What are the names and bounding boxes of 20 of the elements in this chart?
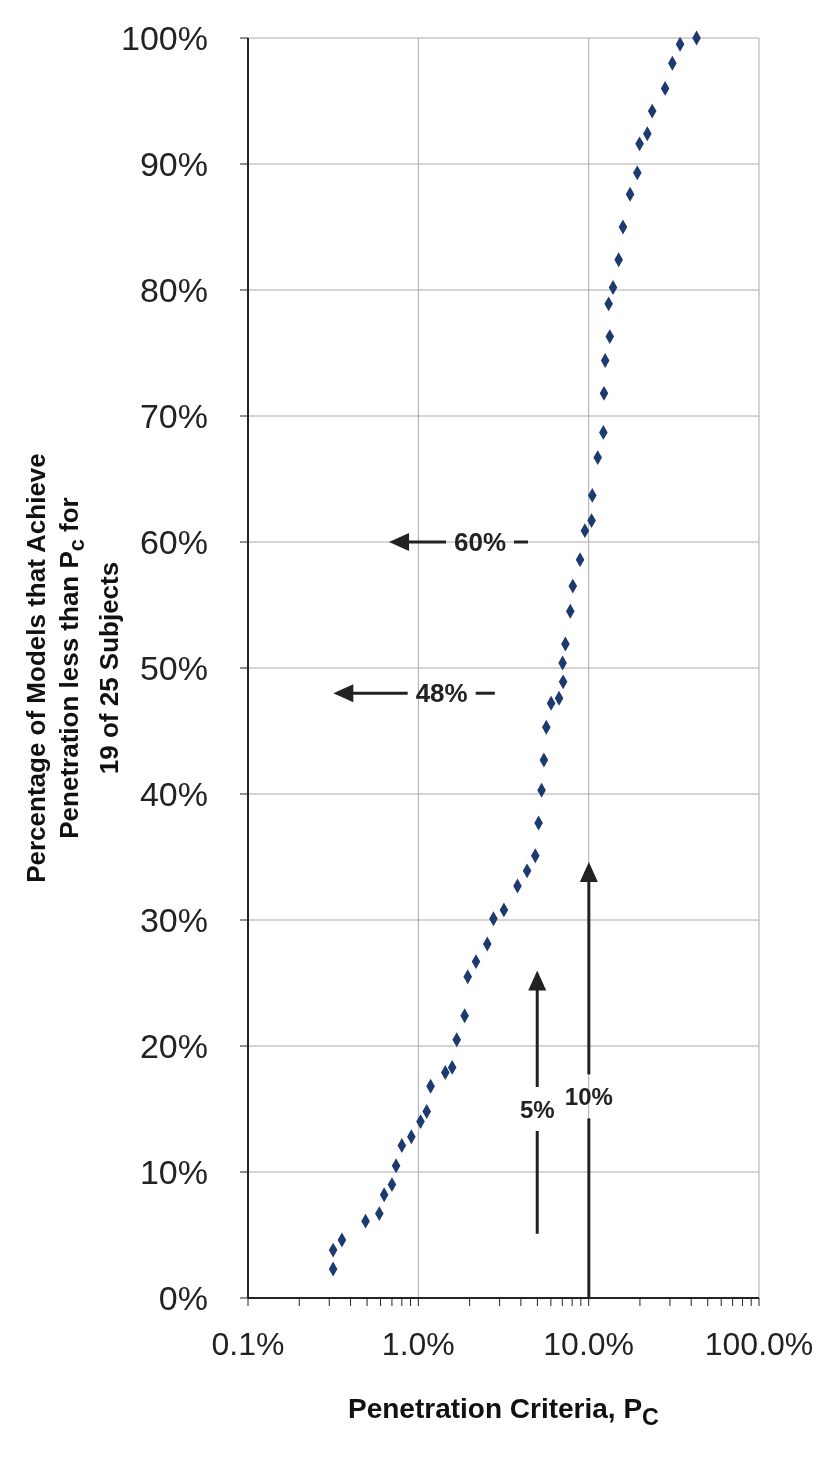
- x-tick-label: 10.0%: [543, 1326, 635, 1362]
- y-tick-label: 50%: [139, 649, 208, 687]
- x-axis-title: Penetration Criteria, P$_{C}$: [347, 1393, 660, 1431]
- x-tick-label: 0.1%: [211, 1326, 285, 1362]
- annotation: 60%: [453, 527, 507, 557]
- y-tick-label: 100%: [121, 19, 208, 57]
- y-tick-label: 40%: [139, 775, 208, 813]
- y-tick-label: 70%: [139, 397, 208, 435]
- y-tick-label: 60%: [139, 523, 208, 561]
- x-tick-label: 1.0%: [381, 1326, 455, 1362]
- y-tick-label: 10%: [139, 1153, 208, 1191]
- y-tick-label: 90%: [139, 145, 208, 183]
- annotation: 10%: [564, 1082, 613, 1110]
- y-tick-label: 30%: [139, 901, 208, 939]
- y-tick-label: 80%: [139, 271, 208, 309]
- annotation: 5%: [519, 1095, 555, 1123]
- x-tick-label: 100.0%: [704, 1326, 814, 1362]
- y-tick-label: 0%: [158, 1279, 208, 1317]
- y-tick-label: 20%: [139, 1027, 208, 1065]
- annotation: 48%: [415, 678, 468, 709]
